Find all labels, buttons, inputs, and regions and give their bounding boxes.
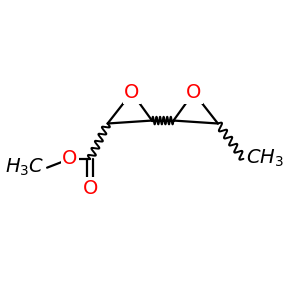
Text: O: O bbox=[62, 149, 78, 168]
Text: O: O bbox=[186, 83, 201, 102]
Text: $CH_3$: $CH_3$ bbox=[246, 148, 284, 169]
Text: $H_3C$: $H_3C$ bbox=[5, 157, 44, 178]
Text: O: O bbox=[82, 179, 98, 198]
Text: O: O bbox=[124, 83, 140, 102]
